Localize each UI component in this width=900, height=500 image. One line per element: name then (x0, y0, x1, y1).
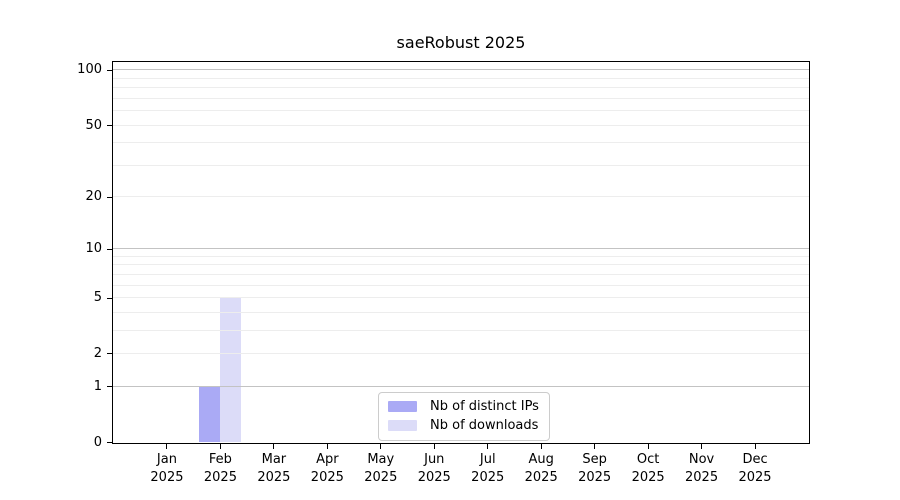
y-axis-label: 1 (93, 378, 102, 394)
x-axis-tick (754, 444, 756, 449)
x-axis-label: Oct 2025 (616, 451, 680, 486)
y-axis-tick (107, 353, 112, 355)
y-axis-tick (107, 297, 112, 299)
y-gridline-minor (113, 297, 809, 299)
y-axis-tick (107, 386, 112, 388)
legend-swatch-downloads-icon (388, 420, 417, 431)
y-gridline-minor (113, 284, 809, 286)
x-axis-label: Aug 2025 (509, 451, 573, 486)
y-gridline-minor (113, 311, 809, 313)
y-axis-label: 100 (77, 62, 102, 78)
x-axis-tick (487, 444, 489, 449)
y-gridline-minor (113, 196, 809, 198)
y-gridline-minor (113, 110, 809, 112)
y-gridline-minor (113, 97, 809, 99)
x-axis-label-month: Feb (208, 452, 232, 467)
legend-label-downloads: Nb of downloads (430, 418, 539, 433)
x-axis-label-year: 2025 (364, 469, 398, 485)
x-axis-label: Sep 2025 (563, 451, 627, 486)
x-axis-tick (701, 444, 703, 449)
x-axis-label-month: Jan (156, 452, 177, 467)
x-axis-label-year: 2025 (310, 469, 344, 485)
x-axis-label: Jan 2025 (135, 451, 199, 486)
y-axis-label: 5 (93, 290, 102, 306)
x-axis-label-month: Aug (528, 452, 554, 467)
x-axis-tick (540, 444, 542, 449)
x-axis-label: May 2025 (349, 451, 413, 486)
x-axis-label-month: Dec (742, 452, 768, 467)
x-axis-label-month: Sep (582, 452, 607, 467)
x-axis-label-year: 2025 (524, 469, 558, 485)
x-axis-label: Jun 2025 (402, 451, 466, 486)
legend-item-downloads: Nb of downloads (388, 418, 539, 433)
y-axis-tick (107, 125, 112, 127)
x-axis-label-year: 2025 (417, 469, 451, 485)
x-axis-label-year: 2025 (257, 469, 291, 485)
x-axis-label-year: 2025 (578, 469, 612, 485)
legend-swatch-distinct-ips-icon (388, 401, 417, 412)
x-axis-tick (326, 444, 328, 449)
y-axis-tick (107, 442, 112, 443)
x-axis-label-year: 2025 (471, 469, 505, 485)
y-gridline-minor (113, 77, 809, 79)
chart-title: saeRobust 2025 (396, 33, 526, 52)
y-gridline-major (113, 248, 809, 250)
y-gridline-minor (113, 255, 809, 257)
y-gridline-minor (113, 264, 809, 266)
x-axis-label: Jul 2025 (456, 451, 520, 486)
x-axis-tick (219, 444, 221, 449)
legend-item-distinct-ips: Nb of distinct IPs (388, 399, 539, 414)
y-gridline-minor (113, 273, 809, 275)
y-axis-label: 0 (93, 434, 102, 450)
y-gridline-major (113, 385, 809, 387)
y-gridline-minor (113, 352, 809, 354)
y-gridline-minor (113, 329, 809, 331)
x-axis-tick (594, 444, 596, 449)
y-gridline-minor (113, 164, 809, 166)
x-axis-tick (380, 444, 382, 449)
y-gridline-minor (113, 142, 809, 144)
y-gridline-minor (113, 124, 809, 126)
legend: Nb of distinct IPs Nb of downloads (378, 392, 550, 441)
y-axis-label: 20 (85, 189, 102, 205)
bar-nb-of-downloads-feb (219, 297, 241, 442)
x-axis-label-month: Nov (688, 452, 715, 467)
bar-nb-of-distinct-ips-feb (198, 386, 220, 442)
x-axis-label-year: 2025 (738, 469, 772, 485)
x-axis-label-year: 2025 (631, 469, 665, 485)
x-axis-tick (273, 444, 275, 449)
x-axis-tick (166, 444, 168, 449)
x-axis-label-month: May (367, 452, 395, 467)
y-axis-label: 2 (93, 345, 102, 361)
y-axis-label: 10 (85, 241, 102, 257)
x-axis-label: Dec 2025 (723, 451, 787, 486)
y-axis-tick (107, 248, 112, 250)
x-axis-label-month: Jun (424, 452, 445, 467)
x-axis-tick (647, 444, 649, 449)
x-axis-label-month: Jul (479, 452, 496, 467)
x-axis-label: Nov 2025 (670, 451, 734, 486)
x-axis-tick (433, 444, 435, 449)
y-axis-tick (107, 196, 112, 198)
x-axis-label: Apr 2025 (295, 451, 359, 486)
x-axis-label: Mar 2025 (242, 451, 306, 486)
x-axis-label-year: 2025 (150, 469, 184, 485)
x-axis-label-month: Apr (316, 452, 339, 467)
x-axis-label: Feb 2025 (188, 451, 252, 486)
plot-area (112, 61, 810, 444)
y-gridline-major (113, 69, 809, 71)
y-axis-tick (107, 69, 112, 71)
x-axis-label-year: 2025 (203, 469, 237, 485)
y-axis-label: 50 (85, 117, 102, 133)
x-axis-label-month: Oct (636, 452, 660, 467)
x-axis-label-year: 2025 (685, 469, 719, 485)
x-axis-label-month: Mar (261, 452, 287, 467)
legend-label-distinct-ips: Nb of distinct IPs (430, 399, 539, 414)
y-gridline-minor (113, 87, 809, 89)
